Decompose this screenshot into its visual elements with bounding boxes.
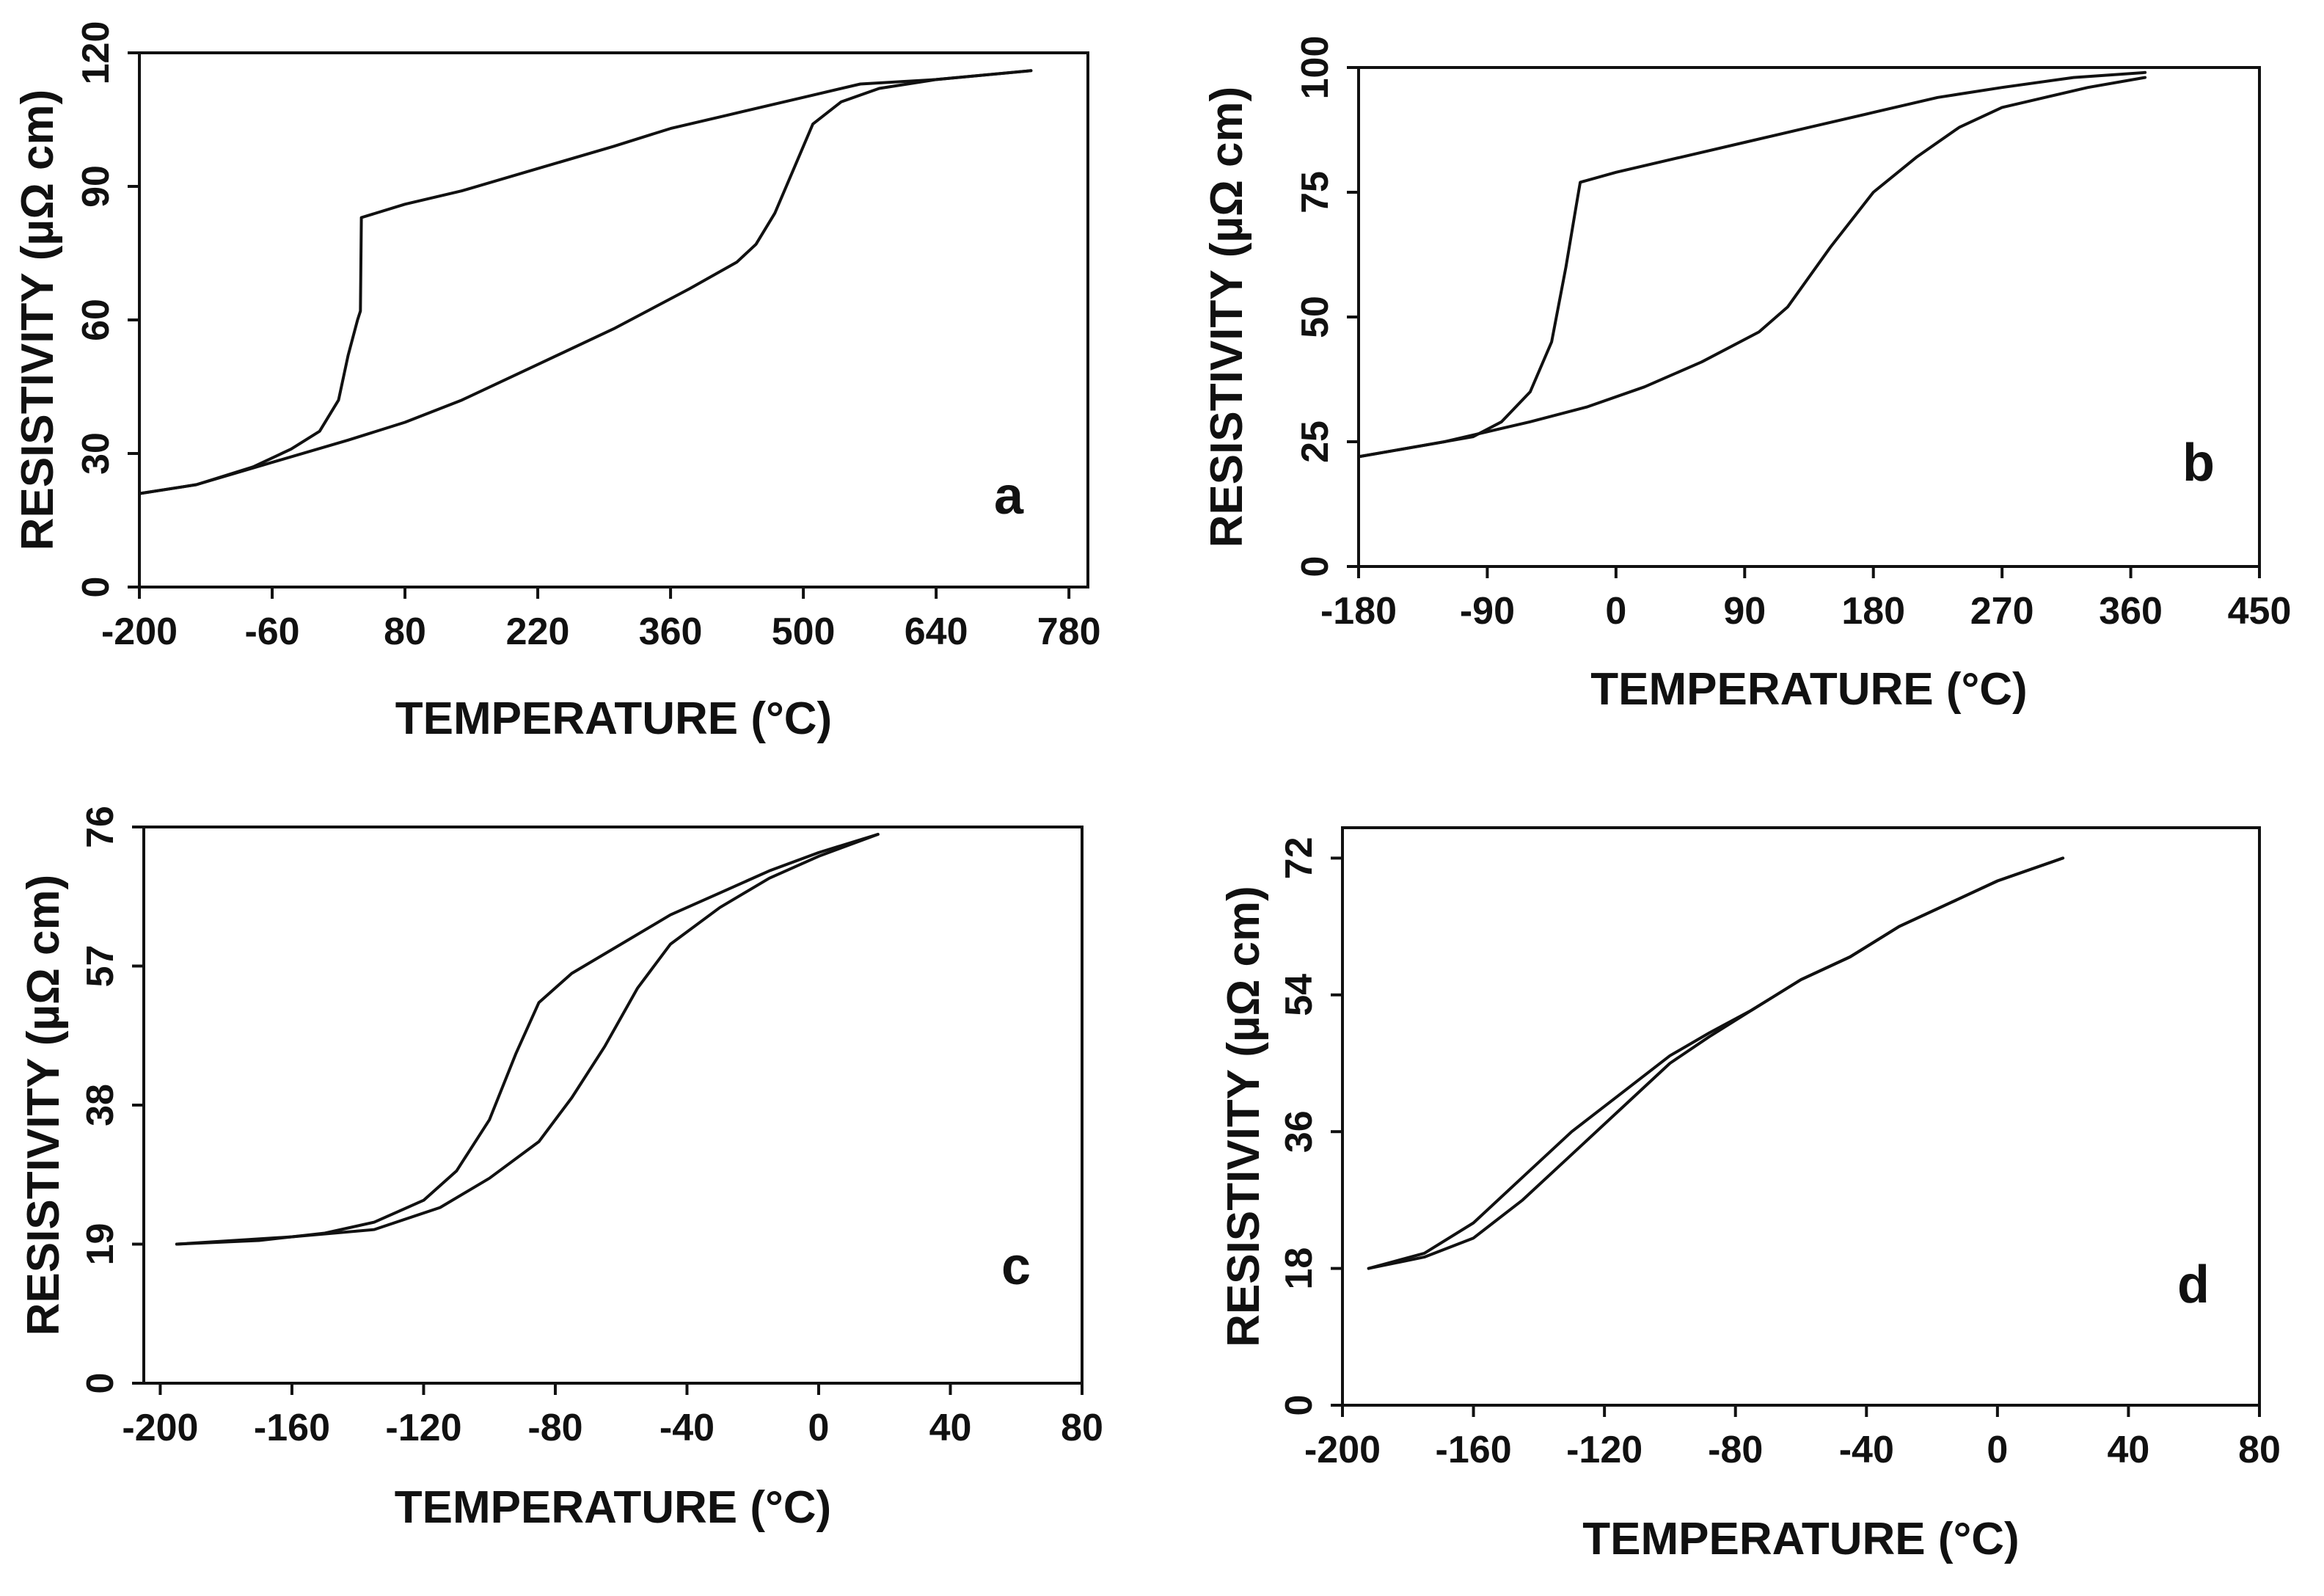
- plot-frame-c: [142, 826, 1084, 1385]
- x-axis-title-a: TEMPERATURE (°C): [395, 693, 832, 744]
- x-tick-label-a: 220: [506, 611, 570, 653]
- x-tick-label-d: -120: [1566, 1429, 1642, 1471]
- y-tick-label-b: 25: [1294, 420, 1337, 463]
- series-cooling-d: [1367, 856, 2065, 1270]
- series-heating-a: [138, 69, 1033, 495]
- panel-b: -180 -90 0 90 180 270 360 450 0 25 50 75 100 TEMPERAT…: [1202, 36, 2291, 715]
- x-tick-label-b: 90: [1723, 590, 1766, 633]
- x-axis-title-c: TEMPERATURE (°C): [395, 1482, 831, 1533]
- y-tick-label-a: 120: [75, 21, 117, 85]
- x-tick-label-b: 360: [2099, 590, 2163, 633]
- series-cooling-a: [138, 69, 1033, 495]
- y-tick-label-d: 36: [1278, 1110, 1320, 1153]
- x-tick-label-b: 180: [1841, 590, 1905, 633]
- x-tick-label-d: 40: [2108, 1429, 2150, 1471]
- panel-letter-d: d: [2177, 1256, 2210, 1314]
- y-tick-label-d: 18: [1278, 1247, 1320, 1290]
- panel-letter-b: b: [2182, 434, 2215, 492]
- x-tick-label-c: -80: [527, 1407, 582, 1449]
- x-tick-label-c: -160: [254, 1407, 330, 1449]
- x-tick-label-c: 80: [1061, 1407, 1103, 1449]
- x-tick-label-d: 80: [2238, 1429, 2281, 1471]
- panel-letter-a: a: [994, 467, 1024, 525]
- x-tick-label-b: 0: [1605, 590, 1626, 633]
- y-tick-label-a: 60: [75, 299, 117, 341]
- y-tick-label-b: 50: [1294, 296, 1337, 338]
- x-tick-label-d: -160: [1436, 1429, 1512, 1471]
- plot-frame-b: [1357, 66, 2261, 568]
- x-tick-label-d: -40: [1839, 1429, 1894, 1471]
- y-tick-label-b: 100: [1294, 36, 1337, 100]
- y-tick-label-d: 54: [1278, 974, 1320, 1016]
- x-tick-label-a: 640: [905, 611, 968, 653]
- y-axis-title-a: RESISTIVITY (µΩ cm): [12, 90, 63, 551]
- y-tick-label-a: 90: [75, 165, 117, 208]
- y-tick-label-c: 0: [79, 1373, 122, 1394]
- x-tick-label-b: 450: [2228, 590, 2292, 633]
- x-tick-label-d: -80: [1708, 1429, 1763, 1471]
- series-cooling-b: [1357, 76, 2147, 459]
- x-tick-label-a: 80: [384, 611, 426, 653]
- panel-c: -200 -160 -120 -80 -40 0 40 80 0 19 38 57 76 TEMPERAT…: [18, 806, 1103, 1533]
- x-tick-label-c: 0: [808, 1407, 830, 1449]
- x-axis-title-d: TEMPERATURE (°C): [1582, 1514, 2019, 1564]
- x-tick-label-d: -200: [1304, 1429, 1381, 1471]
- panel-a: -200 -60 80 220 360 500 640 780 0 30 60 90 120 TEMPER…: [12, 21, 1101, 744]
- panel-letter-c: c: [1001, 1237, 1031, 1296]
- x-tick-label-a: -200: [101, 611, 178, 653]
- x-tick-label-a: -60: [244, 611, 299, 653]
- x-axis-title-b: TEMPERATURE (°C): [1590, 664, 2027, 715]
- series-heating-c: [175, 833, 880, 1246]
- x-tick-label-c: -40: [659, 1407, 715, 1449]
- x-tick-label-c: -200: [122, 1407, 198, 1449]
- series-heating-d: [1367, 856, 2065, 1270]
- x-tick-label-b: -180: [1320, 590, 1397, 633]
- x-tick-label-a: 500: [772, 611, 836, 653]
- y-axis-title-d: RESISTIVITY (µΩ cm): [1218, 886, 1269, 1347]
- x-tick-label-b: 270: [1970, 590, 2034, 633]
- x-tick-label-c: 40: [929, 1407, 972, 1449]
- y-tick-label-c: 38: [79, 1084, 122, 1126]
- y-tick-label-a: 0: [75, 577, 117, 598]
- y-tick-label-a: 30: [75, 432, 117, 475]
- y-tick-label-d: 0: [1278, 1395, 1320, 1416]
- y-tick-label-d: 72: [1278, 837, 1320, 879]
- panel-d: -200 -160 -120 -80 -40 0 40 80 0 18 36 54 72 TEMPERAT…: [1218, 826, 2281, 1564]
- y-tick-label-c: 57: [79, 945, 122, 988]
- y-tick-label-b: 0: [1294, 556, 1337, 577]
- y-axis-title-c: RESISTIVITY (µΩ cm): [18, 875, 69, 1336]
- plot-frame-a: [138, 51, 1089, 589]
- y-axis-title-b: RESISTIVITY (µΩ cm): [1202, 87, 1252, 548]
- y-tick-label-c: 76: [79, 806, 122, 848]
- x-tick-label-d: 0: [1987, 1429, 2008, 1471]
- x-tick-label-c: -120: [385, 1407, 461, 1449]
- x-tick-label-a: 780: [1037, 611, 1101, 653]
- y-tick-label-c: 19: [79, 1223, 122, 1266]
- plot-frame-d: [1341, 826, 2261, 1407]
- x-tick-label-b: -90: [1460, 590, 1515, 633]
- series-heating-b: [1357, 70, 2147, 459]
- series-cooling-c: [175, 833, 880, 1246]
- x-tick-label-a: 360: [639, 611, 703, 653]
- y-tick-label-b: 75: [1294, 171, 1337, 214]
